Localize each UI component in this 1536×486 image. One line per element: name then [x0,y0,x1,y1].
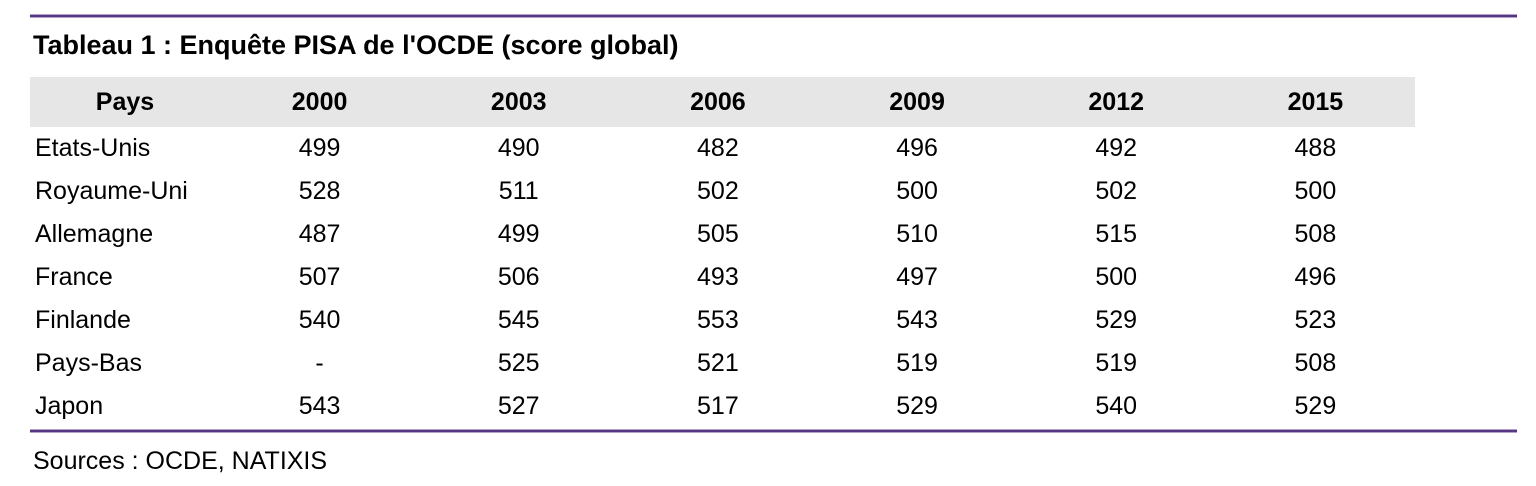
score-cell: 521 [697,349,739,377]
country-cell: France [35,263,113,291]
header-cell-2003: 2003 [419,77,619,127]
table-row-finlande: Finlande 540 545 553 543 529 523 [30,299,1415,342]
score-cell: 506 [497,263,540,291]
header-cell-2006: 2006 [618,77,818,127]
country-cell: Royaume-Uni [35,177,188,205]
table-row-allemagne: Allemagne 487 499 505 510 515 508 [30,213,1415,256]
score-cell: 517 [697,392,739,420]
score-cell: 553 [697,306,739,334]
score-cell: 519 [1095,349,1138,377]
table-row-france: France 507 506 493 497 500 496 [30,256,1415,299]
score-cell: 490 [497,134,540,162]
score-cell: 500 [1294,177,1337,205]
score-cell: 543 [896,306,938,334]
top-divider-rule [30,14,1517,18]
score-cell: 540 [298,306,341,334]
score-cell: 510 [896,220,938,248]
score-cell: 529 [1294,392,1337,420]
table-body: Etats-Unis 499 490 482 496 492 488 Royau… [30,127,1415,428]
score-cell: 528 [298,177,341,205]
sources-note: Sources : OCDE, NATIXIS [33,447,328,475]
country-cell: Etats-Unis [35,134,151,162]
pisa-scores-table: Pays 2000 2003 2006 2009 2012 2015 Etats… [30,77,1415,428]
table-row-japon: Japon 543 527 517 529 540 529 [30,385,1415,428]
table-row-pays-bas: Pays-Bas - 525 521 519 519 508 [30,342,1415,385]
header-cell-2015: 2015 [1215,77,1415,127]
score-cell: 496 [896,134,938,162]
header-cell-2009: 2009 [817,77,1017,127]
header-cell-2000: 2000 [220,77,420,127]
score-cell: 511 [498,177,539,205]
score-cell: 482 [697,134,739,162]
table-row-royaume-uni: Royaume-Uni 528 511 502 500 502 500 [30,170,1415,213]
header-cell-2012: 2012 [1016,77,1216,127]
score-cell: 488 [1294,134,1337,162]
score-cell: 545 [497,306,540,334]
score-cell: 496 [1294,263,1337,291]
country-cell: Allemagne [35,220,154,248]
score-cell: 543 [298,392,341,420]
score-cell: 507 [298,263,341,291]
table-row-etats-unis: Etats-Unis 499 490 482 496 492 488 [30,127,1415,170]
table-title: Tableau 1 : Enquête PISA de l'OCDE (scor… [33,30,679,60]
score-cell: 508 [1294,220,1337,248]
header-row: Pays 2000 2003 2006 2009 2012 2015 [30,77,1415,127]
country-cell: Finlande [35,306,131,334]
country-cell: Japon [35,392,104,420]
header-cell-pays: Pays [30,77,220,127]
score-cell: 500 [1095,263,1138,291]
score-cell: 497 [896,263,938,291]
score-cell: 487 [298,220,341,248]
score-cell: 502 [1095,177,1138,205]
score-cell: 500 [896,177,938,205]
score-cell: 525 [497,349,540,377]
score-cell: 515 [1095,220,1138,248]
score-cell: 502 [697,177,739,205]
score-cell: 492 [1095,134,1138,162]
score-cell: 529 [1095,306,1138,334]
score-cell: 527 [497,392,540,420]
table-header: Pays 2000 2003 2006 2009 2012 2015 [30,77,1415,127]
score-cell: 499 [298,134,341,162]
score-cell: 508 [1294,349,1337,377]
score-cell: 523 [1294,306,1337,334]
score-cell: 540 [1095,392,1138,420]
bottom-divider-rule [30,429,1517,433]
score-cell: 529 [896,392,938,420]
score-cell: 519 [896,349,938,377]
score-cell: 493 [697,263,739,291]
score-cell: 499 [497,220,540,248]
score-cell: 505 [697,220,739,248]
score-cell: - [315,349,324,377]
country-cell: Pays-Bas [35,349,142,377]
